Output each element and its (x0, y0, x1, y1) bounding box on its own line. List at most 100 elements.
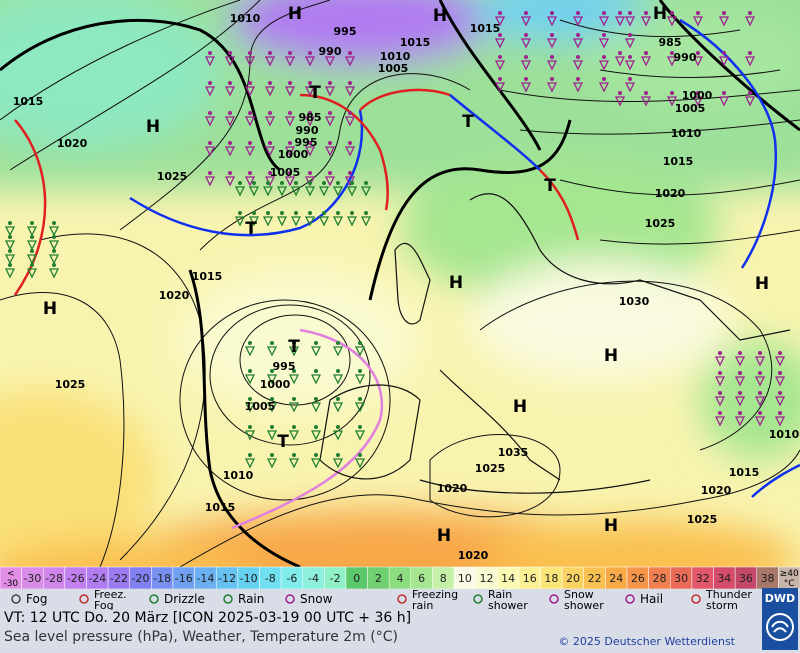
weather-symbol (598, 38, 610, 49)
weather-dot (348, 51, 352, 55)
weather-symbol (48, 226, 60, 237)
weather-dot (268, 171, 272, 175)
scale-label: 24 (609, 572, 623, 585)
isobar-label: 1020 (458, 549, 489, 562)
isobar-label: 1015 (192, 270, 223, 283)
weather-symbol (494, 38, 506, 49)
weather-symbol (244, 402, 256, 413)
weather-symbol (754, 356, 766, 367)
weather-symbol (244, 374, 256, 385)
weather-symbol (324, 146, 336, 157)
weather-dot (602, 33, 606, 37)
legend-label: Drizzle (164, 592, 205, 606)
temperature-scale: <-30 -30 -28 -26 -24 -22 -20 -18 -16 -14 -12 -10 -8-… (0, 566, 800, 590)
weather-dot (308, 81, 312, 85)
weather-symbol (324, 56, 336, 67)
pressure-center: T (245, 219, 257, 239)
isobar-label: 990 (296, 124, 319, 137)
weather-dot (8, 235, 12, 239)
weather-dot (208, 51, 212, 55)
weather-symbol (310, 402, 322, 413)
weather-dot (322, 211, 326, 215)
weather-symbol (734, 416, 746, 427)
weather-dot (696, 91, 700, 95)
weather-dot (738, 411, 742, 415)
weather-symbol (624, 82, 636, 93)
weather-dot (336, 453, 340, 457)
weather-symbol (332, 430, 344, 441)
logo: DWD (765, 592, 795, 605)
weather-dot (524, 11, 528, 15)
weather-dot (336, 211, 340, 215)
weather-dot (628, 77, 632, 81)
weather-dot (8, 263, 12, 267)
weather-dot (270, 341, 274, 345)
weather-symbol (692, 16, 704, 27)
scale-label: -8 (265, 572, 276, 585)
weather-symbol (718, 56, 730, 67)
weather-dot (718, 411, 722, 415)
weather-dot (722, 51, 726, 55)
weather-symbol (344, 86, 356, 97)
legend-label: rain (412, 599, 433, 612)
scale-label: 22 (588, 572, 602, 585)
footer-bg (0, 610, 800, 653)
weather-symbol (304, 176, 316, 187)
weather-dot (328, 81, 332, 85)
weather-dot (722, 11, 726, 15)
isobar-label: 1025 (157, 170, 188, 183)
weather-symbol (354, 402, 366, 413)
weather-symbol (234, 186, 246, 197)
weather-symbol (714, 416, 726, 427)
weather-symbol (714, 396, 726, 407)
weather-dot (248, 369, 252, 373)
weather-dot (336, 397, 340, 401)
weather-symbol (572, 60, 584, 71)
pressure-center: H (146, 117, 160, 137)
weather-dot (238, 181, 242, 185)
weather-symbol (520, 82, 532, 93)
legend-bg (0, 589, 762, 610)
scale-label: -6 (286, 572, 297, 585)
weather-dot (314, 369, 318, 373)
weather-dot (248, 81, 252, 85)
legend-label: Fog (94, 599, 114, 612)
isobar-label: 1020 (701, 484, 732, 497)
legend-icon (397, 594, 407, 604)
weather-symbol (244, 56, 256, 67)
isobar-label: 1025 (687, 513, 718, 526)
weather-symbol (744, 56, 756, 67)
weather-symbol (276, 186, 288, 197)
weather-symbol (666, 16, 678, 27)
scale-label: 26 (631, 572, 645, 585)
scale-label: 4 (397, 572, 404, 585)
weather-symbol (744, 96, 756, 107)
weather-symbol (520, 16, 532, 27)
weather-dot (358, 453, 362, 457)
weather-symbol (718, 16, 730, 27)
weather-dot (696, 11, 700, 15)
weather-dot (292, 397, 296, 401)
weather-dot (208, 111, 212, 115)
weather-symbol (614, 96, 626, 107)
weather-symbol (264, 146, 276, 157)
isobar-label: 1010 (230, 12, 261, 25)
weather-dot (336, 425, 340, 429)
weather-symbol (224, 176, 236, 187)
scale-label: 2 (375, 572, 382, 585)
weather-dot (618, 91, 622, 95)
isobar-label: 985 (659, 36, 682, 49)
weather-dot (30, 249, 34, 253)
weather-dot (208, 141, 212, 145)
weather-symbol (640, 96, 652, 107)
scale-label: -10 (240, 572, 258, 585)
weather-symbol (714, 356, 726, 367)
scale-label: < (7, 569, 15, 579)
weather-symbol (754, 396, 766, 407)
weather-dot (52, 263, 56, 267)
weather-symbol (244, 86, 256, 97)
weather-symbol (640, 56, 652, 67)
weather-dot (314, 397, 318, 401)
weather-symbol (204, 176, 216, 187)
